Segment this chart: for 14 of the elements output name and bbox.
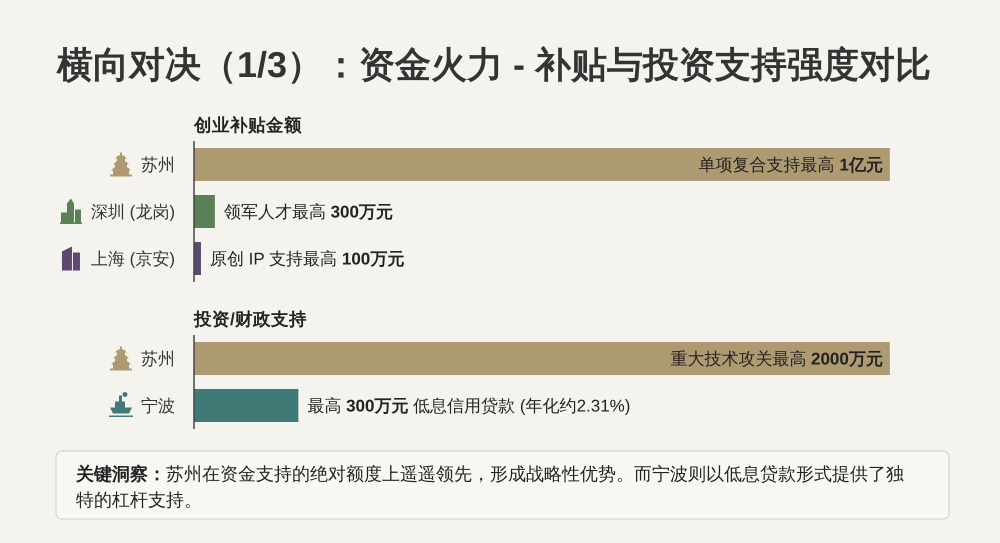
y-tick-label: 上海 (京安) (90, 249, 175, 268)
chart-subtitle: 创业补贴金额 (193, 115, 303, 135)
y-tick-label: 深圳 (龙岗) (90, 202, 175, 221)
data-label: 单项复合支持最高 1亿元 (698, 155, 883, 174)
y-tick-label: 宁波 (141, 396, 175, 415)
data-label: 最高 300万元 低息信用贷款 (年化约2.31%) (307, 396, 630, 415)
data-label: 原创 IP 支持最高 100万元 (210, 249, 404, 268)
data-label: 领军人才最高 300万元 (224, 202, 393, 221)
chart-title: 投资/财政支持 (193, 309, 307, 329)
text: 关键洞察：苏州在资金支持的绝对额度上遥遥领先，形成战略性优势。而宁波则以低息贷款形式提供了独特的杠杆支持。 (75, 464, 904, 510)
y-tick-label: 苏州 (141, 155, 175, 174)
chart-title: 横向对决（1/3）：资金火力 - 补贴与投资支持强度对比 (56, 44, 932, 84)
y-tick-label: 苏州 (141, 349, 175, 368)
data-label: 重大技术攻关最高 2000万元 (670, 349, 883, 368)
